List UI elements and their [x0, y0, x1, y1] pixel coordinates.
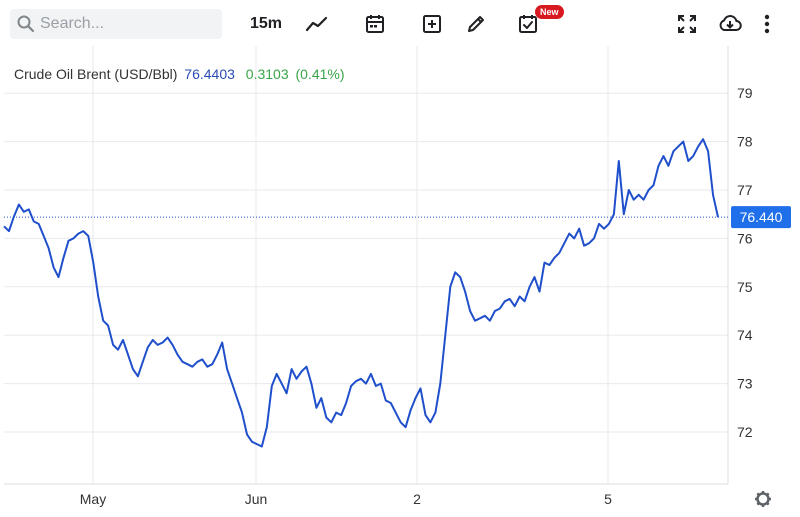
chart-legend: Crude Oil Brent (USD/Bbl) 76.4403 0.3103…	[14, 66, 345, 82]
x-tick-label: May	[80, 491, 106, 507]
gear-hole	[761, 497, 765, 501]
events-button[interactable]	[514, 10, 542, 38]
y-tick-label: 77	[737, 182, 753, 198]
download-button[interactable]	[716, 10, 744, 38]
price-line	[3, 138, 719, 448]
interval-label: 15m	[249, 15, 283, 32]
interval-button[interactable]: 15m	[246, 10, 286, 38]
x-tick-label: Jun	[245, 491, 268, 507]
draw-icon	[468, 16, 484, 32]
calendar-icon	[366, 15, 384, 33]
chart-type-button[interactable]	[303, 10, 331, 38]
legend-last-price: 76.4403	[184, 66, 235, 82]
add-indicator-button[interactable]	[418, 10, 446, 38]
search-box[interactable]	[10, 9, 222, 39]
last-price-label: 76.440	[740, 209, 783, 225]
legend-change-percent: (0.41%)	[295, 66, 345, 82]
y-tick-label: 75	[737, 279, 753, 295]
add-indicator-icon	[423, 15, 441, 33]
gear-tooth	[766, 492, 770, 496]
more-button[interactable]	[756, 10, 778, 38]
more-icon	[764, 14, 770, 34]
toolbar: 15m	[0, 0, 800, 48]
y-tick-label: 79	[737, 85, 753, 101]
gear-tooth	[756, 502, 760, 506]
new-badge: New	[535, 5, 564, 19]
gear-tooth	[766, 502, 770, 506]
download-icon	[719, 15, 742, 31]
search-input[interactable]	[40, 9, 216, 39]
x-tick-label: 5	[604, 491, 612, 507]
legend-symbol: Crude Oil Brent (USD/Bbl)	[14, 66, 178, 82]
y-tick-label: 78	[737, 134, 753, 150]
settings-gear-icon[interactable]	[755, 491, 771, 507]
search-icon	[17, 15, 35, 33]
y-tick-label: 74	[737, 327, 753, 343]
calendar-check-icon	[519, 15, 537, 33]
y-tick-label: 72	[737, 424, 753, 440]
x-tick-label: 2	[413, 491, 421, 507]
gear-tooth	[756, 492, 760, 496]
y-tick-label: 76	[737, 230, 753, 246]
last-price-label-bg	[731, 206, 791, 229]
line-chart-icon	[305, 16, 328, 32]
fullscreen-icon	[678, 15, 696, 33]
draw-button[interactable]	[462, 10, 490, 38]
y-tick-label: 73	[737, 376, 753, 392]
price-chart[interactable]: 72 73 74 75 76 77 78 79 May Jun 2 5 76.440	[0, 46, 800, 517]
date-range-button[interactable]	[361, 10, 389, 38]
legend-change: 0.3103	[245, 66, 289, 82]
fullscreen-button[interactable]	[673, 10, 701, 38]
